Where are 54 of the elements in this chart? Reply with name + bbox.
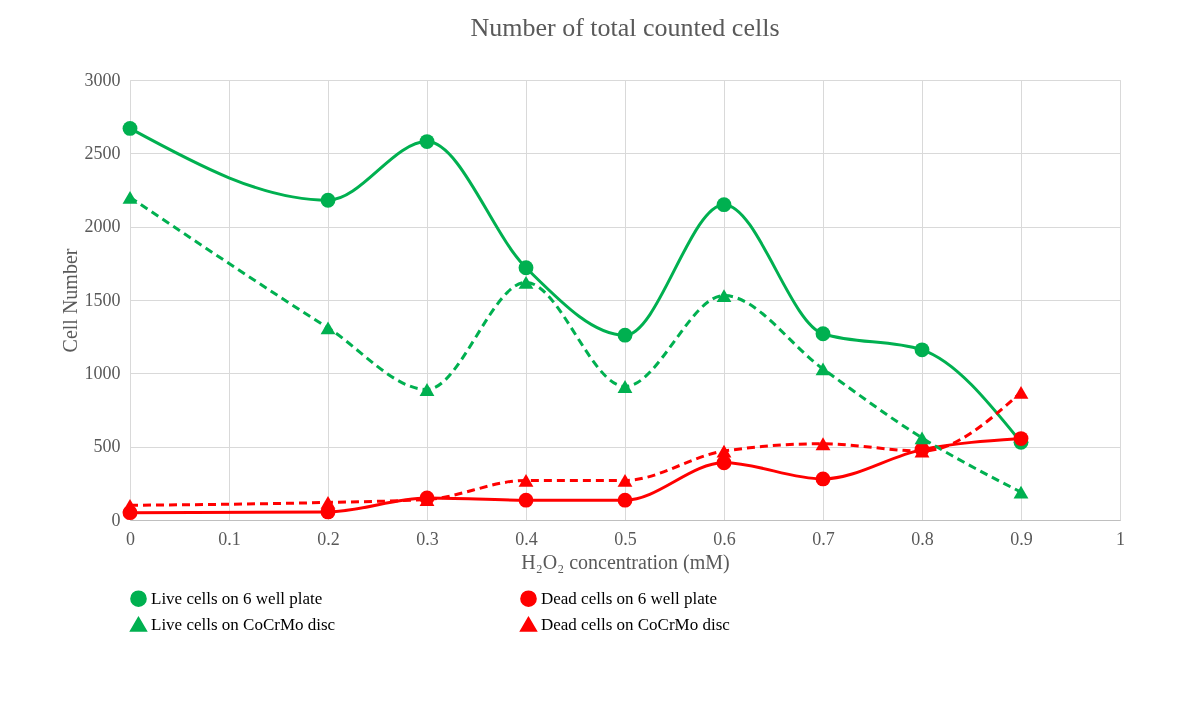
point — [518, 275, 534, 289]
point — [320, 495, 336, 509]
y-tick-label: 2500 — [84, 142, 121, 163]
y-tick-label: 2000 — [84, 216, 121, 237]
point — [518, 260, 534, 276]
point — [815, 471, 831, 487]
point — [914, 431, 930, 445]
point — [122, 190, 138, 204]
point — [320, 192, 336, 208]
point — [1013, 485, 1029, 499]
point — [815, 326, 831, 342]
point — [122, 498, 138, 512]
point — [419, 134, 435, 149]
point — [716, 444, 732, 458]
point — [617, 380, 633, 393]
x-tick-label: 0.5 — [614, 528, 637, 549]
legend-label: Live cells on CoCrMo disc — [151, 614, 336, 634]
point — [617, 473, 633, 487]
x-tick-label: 0.4 — [515, 528, 538, 549]
x-tick-label: 0.6 — [713, 528, 736, 549]
y-tick-label: 1500 — [84, 289, 121, 310]
point — [815, 437, 831, 451]
legend-label: Live cells on 6 well plate — [151, 588, 323, 608]
legend-label: Dead cells on 6 well plate — [541, 588, 718, 608]
point — [320, 321, 336, 335]
y-tick-label: 1000 — [84, 362, 121, 383]
point — [419, 383, 435, 396]
point — [617, 492, 633, 508]
x-tick-label: 0.1 — [218, 528, 241, 549]
legend-label: Dead cells on CoCrMo disc — [541, 614, 731, 634]
x-axis-title: H₂O₂ concentration (mM) — [521, 550, 730, 574]
point — [1013, 431, 1029, 446]
x-tick-label: 0 — [126, 528, 135, 549]
point — [518, 492, 534, 508]
point — [617, 327, 633, 343]
x-tick-label: 0.9 — [1010, 528, 1033, 549]
x-tick-label: 0.7 — [812, 528, 835, 549]
y-tick-label: 3000 — [84, 69, 121, 90]
point — [518, 473, 534, 487]
point — [815, 362, 831, 376]
x-tick-label: 0.2 — [317, 528, 340, 549]
point — [914, 342, 930, 358]
point — [1013, 385, 1029, 399]
y-tick-label: 500 — [93, 436, 121, 457]
x-tick-label: 1 — [1116, 528, 1125, 549]
chart-title: Number of total counted cells — [470, 13, 780, 42]
point — [716, 455, 732, 471]
x-tick-label: 0.3 — [416, 528, 439, 549]
y-tick-label: 0 — [111, 509, 121, 530]
x-tick-label: 0.8 — [911, 528, 934, 549]
y-axis-title: Cell Number — [58, 248, 81, 353]
point — [122, 121, 138, 136]
point — [716, 197, 732, 213]
point — [716, 289, 732, 303]
